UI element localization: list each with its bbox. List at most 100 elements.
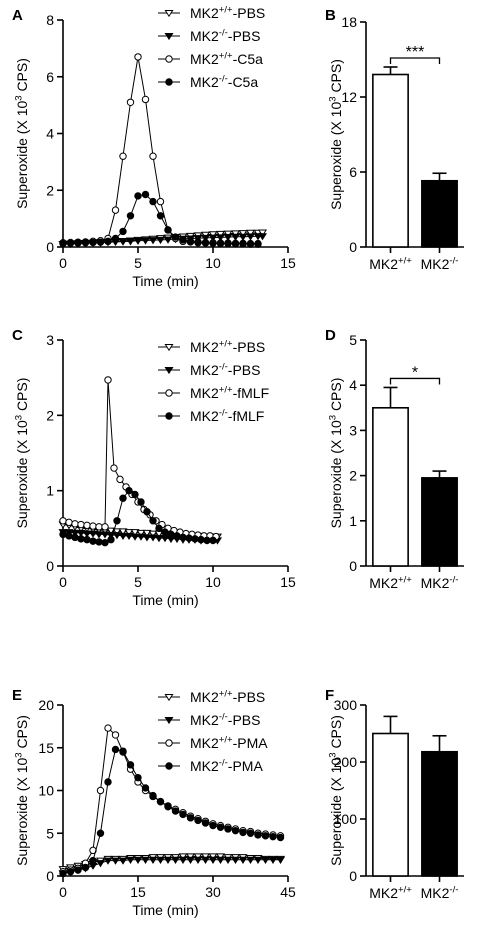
- legend-label: MK2+/+-C5a: [190, 51, 263, 67]
- data-point: [200, 853, 211, 861]
- data-point: [154, 535, 164, 543]
- data-point: [254, 239, 262, 248]
- data-point: [185, 853, 196, 861]
- y-axis-title: Superoxide (X 103 CPS): [328, 59, 344, 210]
- legend-label: MK2+/+-PBS: [190, 5, 265, 21]
- data-point: [65, 532, 73, 540]
- data-point: [203, 536, 211, 545]
- data-point: [74, 866, 82, 874]
- data-point: [149, 517, 157, 525]
- x-tick-label: 15: [280, 574, 296, 590]
- legend-entry: MK2-/--PMA: [158, 758, 263, 774]
- data-point: [65, 518, 73, 527]
- x-tick-label: MK2-/-: [421, 575, 459, 591]
- data-point: [216, 239, 225, 247]
- legend-label: MK2-/--PBS: [190, 362, 260, 378]
- data-point: [118, 528, 128, 536]
- y-tick-label: 20: [38, 697, 54, 713]
- y-tick-label: 3: [46, 332, 54, 348]
- x-tick-label: 15: [280, 255, 296, 271]
- data-point: [148, 856, 158, 864]
- x-tick-label: 5: [134, 574, 142, 590]
- significance-bracket: *: [389, 364, 441, 385]
- data-point: [111, 206, 120, 214]
- data-point: [209, 821, 217, 830]
- data-point: [200, 856, 211, 864]
- data-point: [194, 238, 202, 246]
- panel-E: E 0 5 10 15 20 Superoxide (X 103 CPS) 0 15 30 45 Ti…: [12, 687, 296, 918]
- data-point: [59, 530, 67, 539]
- data-point: [216, 823, 225, 831]
- y-tick-label: 2: [349, 468, 357, 484]
- data-point: [83, 521, 91, 530]
- data-point: [130, 529, 140, 537]
- series-3: [59, 745, 285, 878]
- data-point: [245, 233, 256, 241]
- data-point: [74, 239, 82, 247]
- data-point: [126, 98, 135, 106]
- data-point: [119, 227, 127, 236]
- legend-label: MK2-/--PBS: [190, 712, 260, 728]
- y-tick-label: 0: [349, 868, 357, 884]
- y-tick-label: 15: [38, 740, 54, 756]
- data-point: [239, 239, 247, 248]
- panel-label: A: [12, 7, 23, 24]
- data-point: [223, 230, 233, 238]
- data-point: [116, 475, 124, 484]
- data-point: [186, 814, 195, 822]
- data-point: [66, 239, 75, 248]
- legend-marker: [165, 762, 173, 770]
- legend-label: MK2-/--C5a: [190, 74, 258, 90]
- y-axis-title: Superoxide (X 103 CPS): [14, 715, 30, 866]
- legend-marker: [165, 739, 173, 747]
- data-point: [156, 212, 165, 220]
- bar-1: [421, 172, 458, 248]
- legend-entry: MK2+/+-C5a: [158, 51, 263, 67]
- y-axis-label: Superoxide (X 103 CPS): [14, 378, 30, 529]
- bar-rect: [372, 73, 409, 248]
- y-tick-label: 0: [46, 868, 54, 884]
- data-point: [155, 236, 166, 245]
- y-tick-label: 2: [46, 182, 54, 198]
- x-axis-title: Time (min): [132, 902, 198, 918]
- data-point: [134, 773, 142, 782]
- data-point: [71, 533, 79, 542]
- data-point: [208, 231, 218, 239]
- data-point: [112, 532, 122, 540]
- legend-marker: [164, 9, 174, 18]
- data-point: [103, 857, 113, 865]
- legend-label: MK2+/+-PBS: [190, 339, 265, 355]
- data-point: [59, 239, 67, 248]
- data-point: [209, 536, 217, 545]
- y-axis-title: Superoxide (X 103 CPS): [14, 58, 30, 209]
- bar-rect: [372, 732, 409, 877]
- data-point: [148, 530, 158, 538]
- data-point: [253, 856, 263, 864]
- y-axis-title: Superoxide (X 103 CPS): [328, 378, 344, 529]
- data-point: [260, 856, 271, 864]
- data-point: [104, 237, 112, 246]
- legend-marker: [164, 32, 174, 41]
- data-point: [276, 833, 285, 842]
- legend-marker: [165, 412, 173, 420]
- data-point: [104, 376, 112, 384]
- data-point: [77, 535, 85, 543]
- data-point: [164, 803, 172, 811]
- data-point: [200, 234, 211, 243]
- data-point: [111, 745, 120, 754]
- data-point: [89, 522, 97, 530]
- x-tick-label: MK2+/+: [369, 575, 412, 591]
- data-point: [113, 517, 121, 525]
- panel-label: B: [325, 7, 336, 24]
- panel-C: C 0 1 2 3 Superoxide (X 103 CPS) 0 5 10 15 Time (m…: [12, 327, 296, 608]
- data-point: [208, 856, 218, 864]
- data-point: [215, 856, 226, 864]
- data-point: [186, 237, 195, 246]
- data-point: [163, 856, 173, 864]
- panel-B: B 0 6 12 18 Superoxide (X 103 CPS) MK2+/+ MK2-/…: [325, 7, 464, 272]
- data-point: [125, 856, 136, 864]
- data-point: [111, 731, 120, 739]
- series-3: [59, 190, 262, 248]
- data-point: [245, 856, 256, 864]
- data-point: [142, 534, 152, 542]
